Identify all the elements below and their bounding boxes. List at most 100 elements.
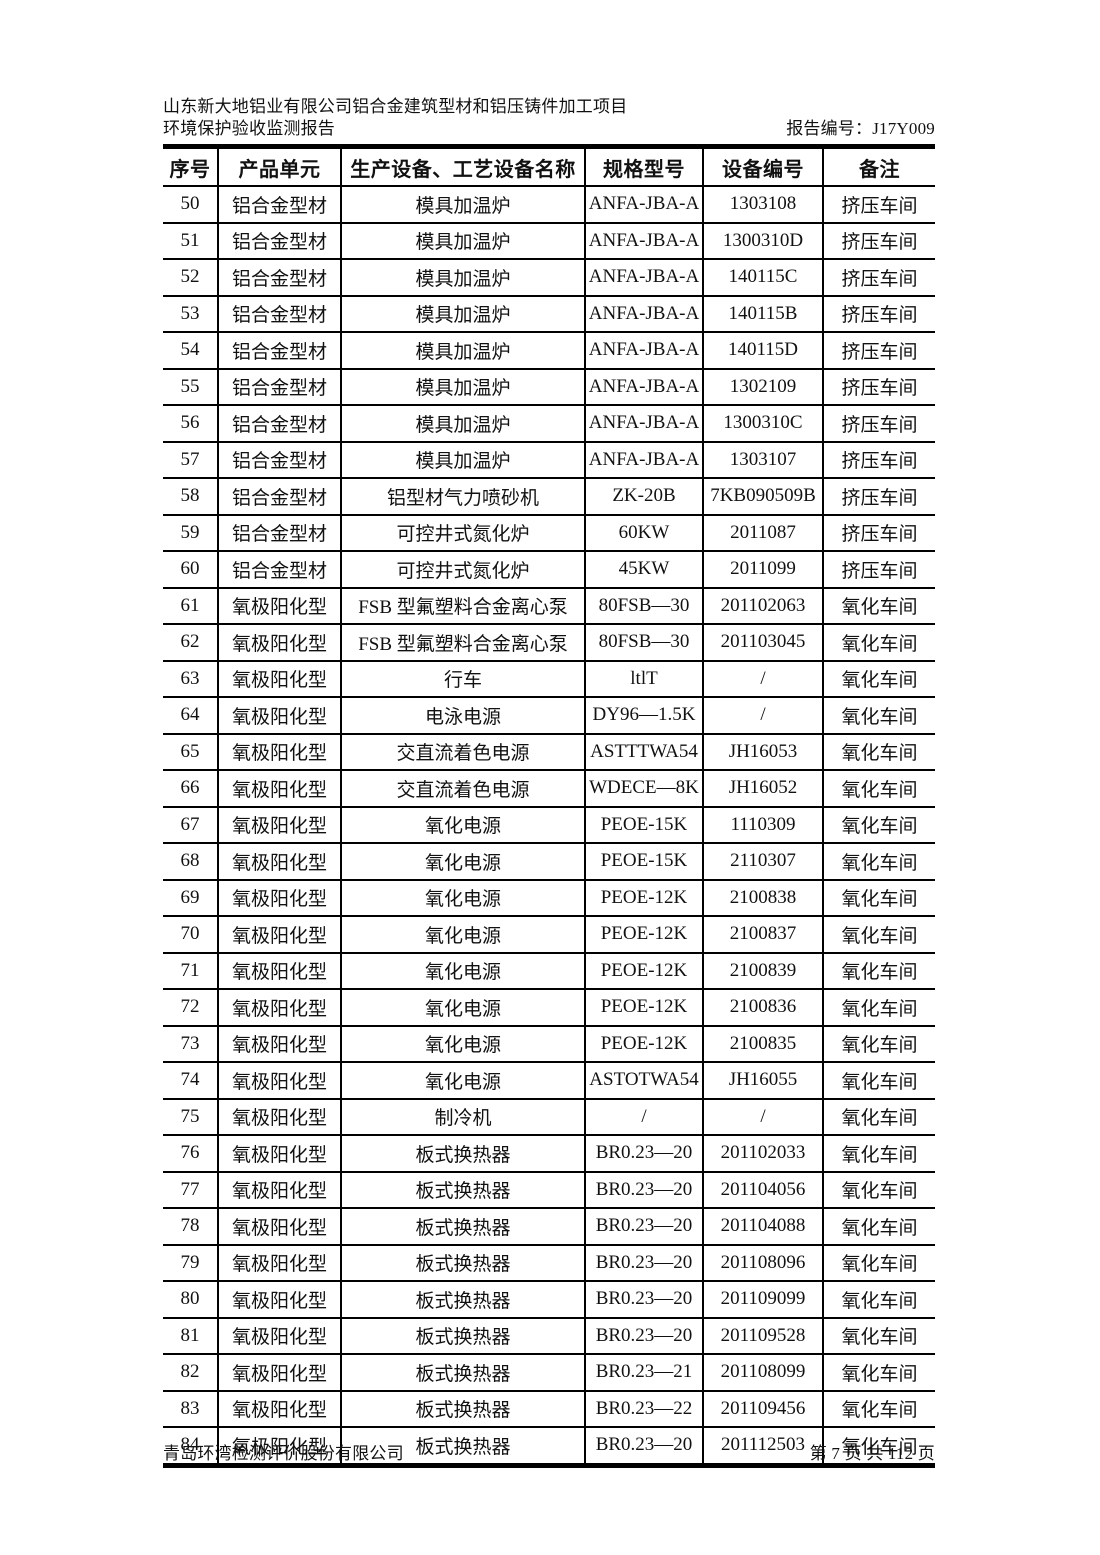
table-row: 77 氧极阳化型 板式换热器 BR0.23—20 201104056 氧化车间 <box>163 1170 935 1209</box>
cell-equipment-name: 板式换热器 <box>340 1353 586 1392</box>
cell-remark: 氧化车间 <box>822 659 935 698</box>
cell-equipment-name: 氧化电源 <box>340 915 586 954</box>
cell-remark: 氧化车间 <box>822 805 935 844</box>
cell-remark: 氧化车间 <box>822 1243 935 1282</box>
cell-equipment-no: 201102033 <box>702 1134 824 1173</box>
header-row: 序号 产品单元 生产设备、工艺设备名称 规格型号 设备编号 备注 <box>163 145 935 187</box>
cell-equipment-no: 140115D <box>702 331 824 370</box>
cell-seq-no: 51 <box>163 221 219 260</box>
table-row: 84 氧极阳化型 板式换热器 BR0.23—20 201112503 氧化车间 <box>163 1426 935 1466</box>
cell-product-unit: 氧极阳化型 <box>217 732 342 771</box>
cell-spec-model: ltlT <box>584 659 704 698</box>
cell-spec-model: ANFA-JBA-A <box>584 331 704 370</box>
cell-equipment-no: 201102063 <box>702 586 824 625</box>
cell-equipment-no: 2100839 <box>702 951 824 990</box>
cell-equipment-name: 模具加温炉 <box>340 331 586 370</box>
column-header-seq-no: 序号 <box>163 145 219 187</box>
cell-equipment-name: 模具加温炉 <box>340 258 586 297</box>
cell-equipment-no: 2110307 <box>702 842 824 881</box>
cell-remark: 氧化车间 <box>822 1170 935 1209</box>
cell-equipment-name: 行车 <box>340 659 586 698</box>
cell-equipment-no: 201104056 <box>702 1170 824 1209</box>
table-row: 58 铝合金型材 铝型材气力喷砂机 ZK-20B 7KB090509B 挤压车间 <box>163 477 935 516</box>
cell-spec-model: BR0.23—20 <box>584 1170 704 1209</box>
cell-spec-model: BR0.23—21 <box>584 1353 704 1392</box>
cell-spec-model: 80FSB—30 <box>584 623 704 662</box>
cell-spec-model: BR0.23—22 <box>584 1389 704 1428</box>
cell-remark: 氧化车间 <box>822 1280 935 1319</box>
cell-equipment-no: 2100837 <box>702 915 824 954</box>
cell-product-unit: 氧极阳化型 <box>217 1316 342 1355</box>
cell-seq-no: 78 <box>163 1207 219 1246</box>
cell-product-unit: 氧极阳化型 <box>217 1243 342 1282</box>
cell-equipment-name: 氧化电源 <box>340 1024 586 1063</box>
table-row: 80 氧极阳化型 板式换热器 BR0.23—20 201109099 氧化车间 <box>163 1280 935 1319</box>
cell-equipment-no: 140115C <box>702 258 824 297</box>
project-title: 山东新大地铝业有限公司铝合金建筑型材和铝压铸件加工项目 <box>163 97 628 116</box>
cell-equipment-no: 201109099 <box>702 1280 824 1319</box>
cell-spec-model: PEOE-12K <box>584 988 704 1027</box>
table-row: 67 氧极阳化型 氧化电源 PEOE-15K 1110309 氧化车间 <box>163 805 935 844</box>
cell-product-unit: 氧极阳化型 <box>217 1061 342 1100</box>
table-row: 61 氧极阳化型 FSB 型氟塑料合金离心泵 80FSB—30 201102063 氧化车… <box>163 586 935 625</box>
column-header-equipment-no: 设备编号 <box>702 145 824 187</box>
cell-spec-model: ANFA-JBA-A <box>584 294 704 333</box>
cell-remark: 挤压车间 <box>822 258 935 297</box>
table-row: 70 氧极阳化型 氧化电源 PEOE-12K 2100837 氧化车间 <box>163 915 935 954</box>
cell-equipment-name: 模具加温炉 <box>340 404 586 443</box>
cell-remark: 氧化车间 <box>822 915 935 954</box>
cell-spec-model: BR0.23—20 <box>584 1207 704 1246</box>
cell-remark: 挤压车间 <box>822 294 935 333</box>
cell-equipment-no: 201109528 <box>702 1316 824 1355</box>
cell-remark: 挤压车间 <box>822 367 935 406</box>
cell-equipment-name: 板式换热器 <box>340 1207 586 1246</box>
cell-equipment-name: 板式换热器 <box>340 1389 586 1428</box>
cell-seq-no: 57 <box>163 440 219 479</box>
equipment-table: 序号 产品单元 生产设备、工艺设备名称 规格型号 设备编号 备注 50 铝合金型材… <box>163 144 935 1468</box>
cell-equipment-no: / <box>702 696 824 735</box>
table-row: 59 铝合金型材 可控井式氮化炉 60KW 2011087 挤压车间 <box>163 513 935 552</box>
table-row: 62 氧极阳化型 FSB 型氟塑料合金离心泵 80FSB—30 201103045 氧化车… <box>163 623 935 662</box>
cell-spec-model: PEOE-15K <box>584 842 704 881</box>
cell-equipment-name: 板式换热器 <box>340 1243 586 1282</box>
cell-equipment-name: 氧化电源 <box>340 842 586 881</box>
table-row: 73 氧极阳化型 氧化电源 PEOE-12K 2100835 氧化车间 <box>163 1024 935 1063</box>
cell-spec-model: WDECE—8K <box>584 769 704 808</box>
cell-equipment-name: 交直流着色电源 <box>340 732 586 771</box>
cell-seq-no: 53 <box>163 294 219 333</box>
cell-seq-no: 65 <box>163 732 219 771</box>
cell-remark: 挤压车间 <box>822 513 935 552</box>
cell-remark: 氧化车间 <box>822 1024 935 1063</box>
cell-product-unit: 氧极阳化型 <box>217 1280 342 1319</box>
cell-product-unit: 铝合金型材 <box>217 440 342 479</box>
cell-product-unit: 氧极阳化型 <box>217 915 342 954</box>
cell-seq-no: 76 <box>163 1134 219 1173</box>
cell-equipment-no: JH16053 <box>702 732 824 771</box>
cell-spec-model: 60KW <box>584 513 704 552</box>
cell-equipment-name: 模具加温炉 <box>340 294 586 333</box>
table-row: 82 氧极阳化型 板式换热器 BR0.23—21 201108099 氧化车间 <box>163 1353 935 1392</box>
cell-seq-no: 50 <box>163 185 219 224</box>
cell-seq-no: 66 <box>163 769 219 808</box>
cell-equipment-name: 氧化电源 <box>340 1061 586 1100</box>
page-content: 山东新大地铝业有限公司铝合金建筑型材和铝压铸件加工项目 环境保护验收监测报告 报… <box>163 96 935 1468</box>
table-row: 57 铝合金型材 模具加温炉 ANFA-JBA-A 1303107 挤压车间 <box>163 440 935 479</box>
cell-seq-no: 83 <box>163 1389 219 1428</box>
table-row: 63 氧极阳化型 行车 ltlT / 氧化车间 <box>163 659 935 698</box>
column-header-equipment-name: 生产设备、工艺设备名称 <box>340 145 586 187</box>
cell-remark: 挤压车间 <box>822 550 935 589</box>
table-row: 76 氧极阳化型 板式换热器 BR0.23—20 201102033 氧化车间 <box>163 1134 935 1173</box>
column-header-remark: 备注 <box>822 145 935 187</box>
cell-remark: 氧化车间 <box>822 1316 935 1355</box>
cell-equipment-name: 模具加温炉 <box>340 367 586 406</box>
cell-product-unit: 氧极阳化型 <box>217 878 342 917</box>
cell-spec-model: BR0.23—20 <box>584 1280 704 1319</box>
cell-spec-model: ANFA-JBA-A <box>584 440 704 479</box>
table-row: 69 氧极阳化型 氧化电源 PEOE-12K 2100838 氧化车间 <box>163 878 935 917</box>
cell-equipment-no: 2011087 <box>702 513 824 552</box>
cell-equipment-no: 1303108 <box>702 185 824 224</box>
cell-equipment-name: 交直流着色电源 <box>340 769 586 808</box>
table-row: 52 铝合金型材 模具加温炉 ANFA-JBA-A 140115C 挤压车间 <box>163 258 935 297</box>
cell-equipment-name: 板式换热器 <box>340 1170 586 1209</box>
cell-spec-model: BR0.23—20 <box>584 1426 704 1466</box>
